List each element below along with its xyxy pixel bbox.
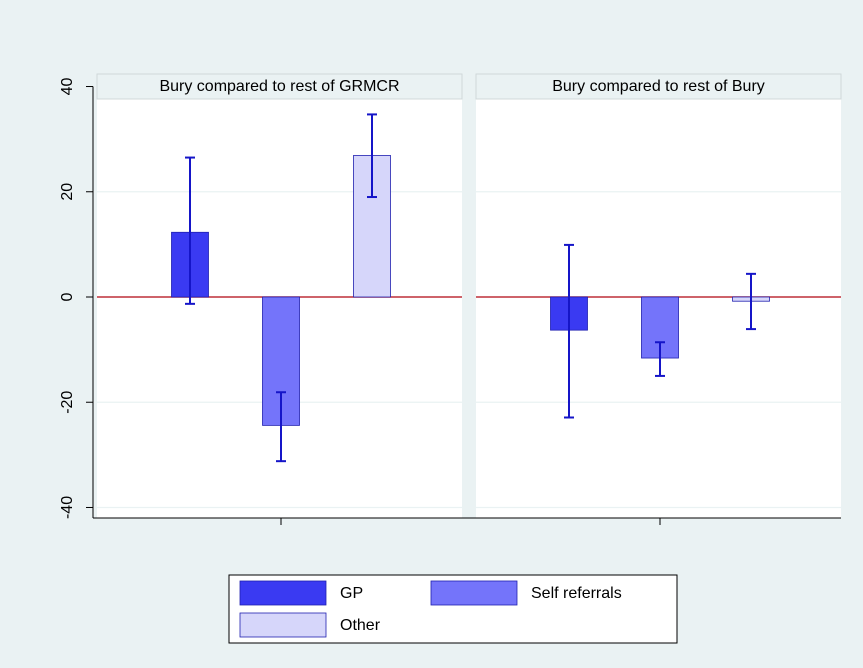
panel-header — [475, 73, 842, 100]
panel-title: Bury compared to rest of Bury — [552, 78, 765, 95]
panel-header — [96, 73, 463, 100]
y-tick-label: 20 — [59, 183, 76, 201]
legend-label: Self referrals — [531, 585, 622, 602]
legend-swatch — [239, 580, 327, 606]
panel-title: Bury compared to rest of GRMCR — [159, 78, 399, 95]
legend-swatch — [239, 612, 327, 638]
legend-label: Other — [340, 617, 381, 634]
y-tick-label: -40 — [59, 496, 76, 519]
y-tick-label: -20 — [59, 391, 76, 414]
y-tick-label: 40 — [59, 78, 76, 96]
legend-label: GP — [340, 585, 363, 602]
y-tick-label: 0 — [59, 292, 76, 301]
legend-swatch — [430, 580, 518, 606]
